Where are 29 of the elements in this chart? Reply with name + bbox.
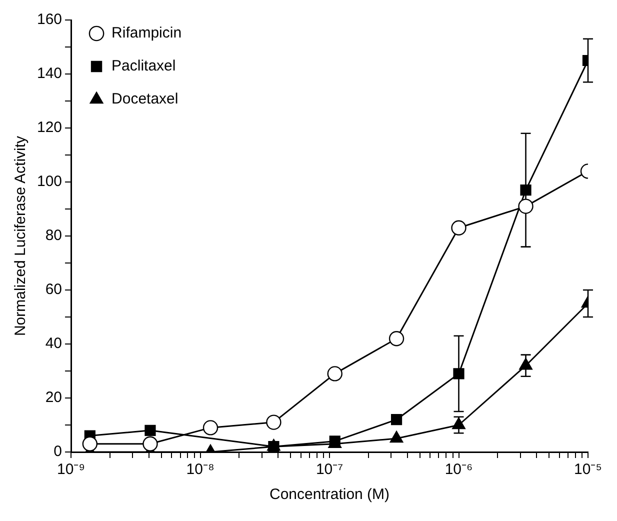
point	[142, 436, 158, 452]
point	[202, 420, 218, 436]
legend-label: Docetaxel	[112, 90, 178, 108]
y-tick-label: 160	[36, 11, 62, 28]
point	[266, 414, 282, 430]
point	[390, 414, 402, 426]
y-tick-label: 20	[45, 389, 62, 406]
y-tick-label: 60	[45, 281, 62, 298]
x-tick-label: 10⁻⁷	[316, 461, 344, 478]
point	[388, 331, 404, 346]
y-tick-label: 80	[45, 227, 62, 244]
point	[327, 366, 342, 382]
point	[453, 368, 464, 380]
legend-label: Paclitaxel	[112, 58, 176, 75]
legend-label: Rifampicin	[112, 24, 182, 42]
x-tick-label: 10⁻⁹	[56, 461, 86, 478]
y-axis-title: Normalized Luciferase Activity	[12, 135, 30, 336]
y-tick-label: 120	[36, 119, 62, 136]
x-tick-label: 10⁻⁶	[444, 461, 473, 478]
y-tick-label: 0	[54, 443, 62, 460]
y-tick-label: 100	[36, 173, 62, 190]
point	[451, 220, 466, 236]
point	[144, 424, 156, 436]
x-tick-label: 10⁻⁸	[186, 461, 214, 478]
x-axis-title: Concentration (M)	[269, 486, 390, 504]
point	[268, 441, 280, 452]
y-tick-label: 140	[36, 65, 62, 82]
x-tick-label: 10⁻⁵	[574, 461, 602, 478]
y-tick-label: 40	[45, 335, 62, 352]
